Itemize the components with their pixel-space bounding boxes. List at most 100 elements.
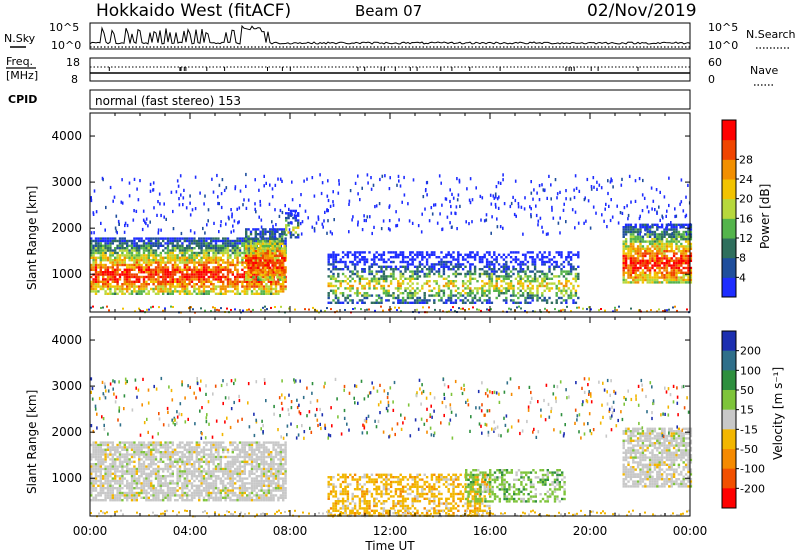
heat-cell [469,266,471,268]
scatter-cell [314,195,316,198]
heat-cell [255,250,257,252]
heat-cell [460,299,462,301]
scatter-cell [254,202,256,205]
heat-cell [210,271,212,273]
scatter-cell [279,215,281,218]
heat-cell [222,288,224,290]
heat-cell [402,251,404,253]
heat-cell [104,271,106,273]
scatter-cell [670,221,672,224]
heat-cell [445,278,447,280]
heat-cell [565,282,567,284]
heat-cell [152,269,154,271]
scatter-cell [300,193,302,196]
heat-cell [143,487,145,489]
heat-cell [184,247,186,249]
heat-cell [635,257,637,259]
heat-cell [220,285,222,287]
heat-cell [107,456,109,458]
heat-cell [210,245,212,247]
heat-cell [282,285,284,287]
heat-cell [572,285,574,287]
scatter-cell [290,221,292,224]
heat-cell [126,441,128,443]
heat-cell [654,272,656,274]
heat-cell [647,279,649,281]
heat-cell [666,281,668,283]
heat-cell [95,240,97,242]
heat-cell [508,266,510,268]
heat-cell [150,463,152,465]
heat-cell [687,233,689,235]
heat-cell [438,256,440,258]
heat-cell [575,280,577,282]
heat-cell [496,275,498,277]
heat-cell [251,290,253,292]
scatter-cell [173,227,175,230]
heat-cell [148,290,150,292]
heat-cell [100,449,102,451]
scatter-cell [395,210,397,213]
heat-cell [656,245,658,247]
heat-cell [517,263,519,265]
heat-cell [236,269,238,271]
scatter-cell [90,196,92,199]
heat-cell [364,287,366,289]
heat-cell [469,302,471,304]
heat-cell [481,258,483,260]
scatter-cell [593,206,595,209]
heat-cell [491,273,493,275]
heat-cell [193,257,195,259]
heat-cell [683,257,685,259]
heat-cell [112,242,114,244]
heat-cell [104,441,106,443]
heat-cell [541,294,543,296]
heat-cell [259,264,261,266]
heat-cell [414,258,416,260]
heat-cell [450,254,452,256]
heat-cell [169,288,171,290]
heat-cell [229,240,231,242]
scatter-cell [124,231,126,234]
heat-cell [270,285,272,287]
heat-cell [654,231,656,233]
scatter-cell [536,214,538,217]
heat-cell [464,297,466,299]
heat-cell [282,283,284,285]
scatter-cell [338,183,340,186]
heat-cell [205,257,207,259]
heat-cell [431,268,433,270]
scatter-cell [230,231,232,234]
scatter-cell [657,224,659,227]
heat-cell [162,283,164,285]
scatter-cell [236,208,238,211]
heat-cell [452,251,454,253]
heat-cell [474,297,476,299]
heat-cell [259,250,261,252]
heat-cell [203,283,205,285]
heat-cell [644,279,646,281]
heat-cell [328,254,330,256]
heat-cell [215,242,217,244]
heat-cell [102,492,104,494]
heat-cell [352,273,354,275]
heat-cell [556,275,558,277]
heat-cell [109,451,111,453]
heat-cell [224,266,226,268]
heat-cell [143,249,145,251]
heat-cell [102,264,104,266]
scatter-cell [204,231,206,234]
heat-cell [143,482,145,484]
heat-cell [119,242,121,244]
heat-cell [203,281,205,283]
heat-cell [245,250,247,252]
heat-cell [119,269,121,271]
heat-cell [371,270,373,272]
heat-cell [128,245,130,247]
scatter-cell [217,195,219,198]
scatter-cell [482,196,484,199]
heat-cell [271,259,273,261]
heat-cell [522,263,524,265]
heat-cell [114,482,116,484]
scatter-cell [371,188,373,191]
